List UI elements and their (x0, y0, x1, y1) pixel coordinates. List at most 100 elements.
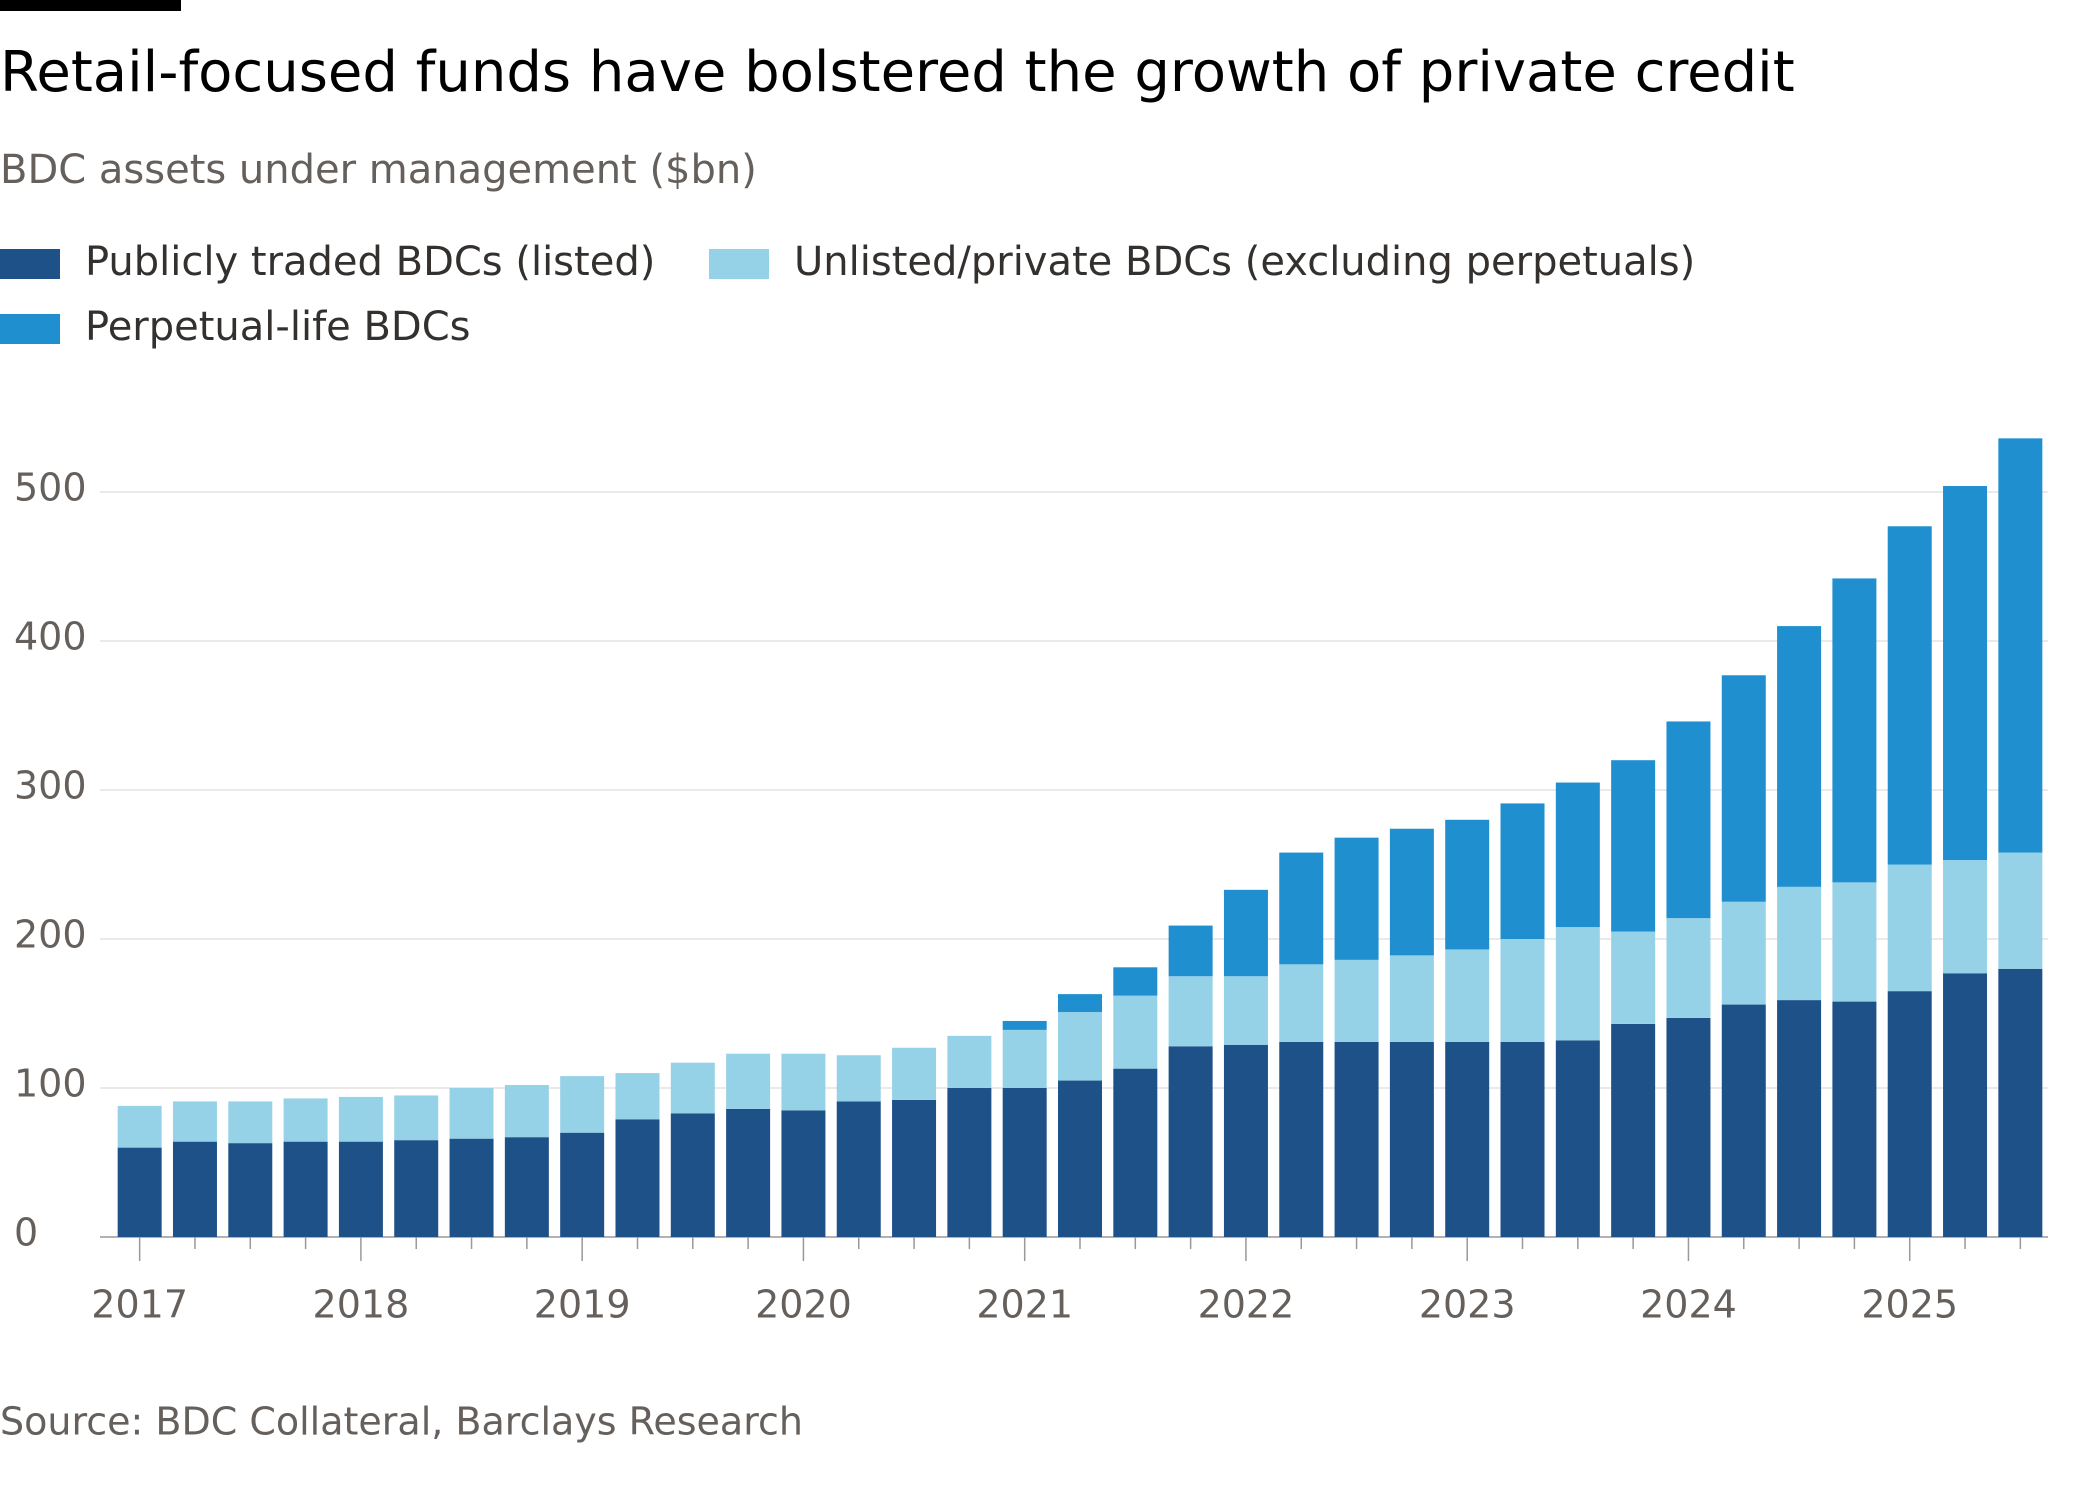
y-tick-label: 100 (14, 1062, 87, 1106)
y-tick-label: 200 (14, 913, 87, 957)
bar-segment (560, 1076, 605, 1133)
bar-segment (560, 1132, 605, 1237)
bar-segment (1887, 991, 1932, 1237)
legend-label: Publicly traded BDCs (listed) (85, 239, 655, 285)
bar-segment (1998, 438, 2043, 853)
bar-segment (1223, 889, 1268, 977)
bar-segment (947, 1035, 992, 1088)
bar-segment (283, 1098, 328, 1142)
bar-segment (1058, 994, 1102, 1013)
bar-segment (1777, 626, 1822, 887)
bar-segment (726, 1053, 771, 1109)
legend-swatch (709, 249, 769, 279)
bar-segment (1279, 1041, 1324, 1237)
bar-segment (670, 1062, 715, 1114)
bar-segment (947, 1088, 992, 1237)
bar-segment (1611, 931, 1656, 1024)
bar-segment (1555, 927, 1600, 1041)
bar-segment (1666, 1017, 1711, 1237)
bar-segment (1777, 886, 1822, 1001)
bar-segment (1832, 1001, 1877, 1237)
bar-segment (1279, 852, 1324, 965)
legend-swatch (0, 314, 60, 344)
bar-segment (172, 1141, 217, 1237)
bar-segment (1943, 973, 1988, 1237)
bar-segment (892, 1047, 937, 1100)
bar-segment (1445, 949, 1490, 1042)
bar-segment (1998, 968, 2043, 1237)
bar-segment (1002, 1020, 1047, 1030)
bar-segment (228, 1143, 273, 1237)
x-tick-label: 2025 (1861, 1283, 1958, 1327)
bar-segment (670, 1113, 715, 1237)
bar-segment (1113, 1068, 1158, 1237)
bar-segment (726, 1108, 771, 1237)
bar-segment (117, 1147, 162, 1237)
bar-segment (781, 1110, 826, 1237)
bar-segment (1832, 882, 1877, 1002)
source: Source: BDC Collateral, Barclays Researc… (0, 1400, 803, 1444)
bar-segment (1666, 721, 1711, 919)
bar-segment (1058, 1080, 1102, 1237)
bar-segment (1223, 976, 1268, 1045)
bar-segment (449, 1138, 494, 1237)
bar-segment (1389, 955, 1434, 1042)
bar-segment (1334, 837, 1379, 960)
bar-segment (1666, 918, 1711, 1018)
bar-segment (338, 1141, 383, 1237)
bar-segment (1002, 1088, 1047, 1237)
bar-segment (892, 1099, 937, 1237)
bar-segment (1445, 1041, 1490, 1237)
bar-segment (1113, 967, 1158, 996)
bar-segment (1389, 828, 1434, 956)
bar-segment (1721, 1004, 1766, 1237)
bar-segment (1611, 1023, 1656, 1237)
x-tick-label: 2024 (1640, 1283, 1737, 1327)
bar-segment (1334, 959, 1379, 1042)
bar-segment (615, 1119, 660, 1237)
x-tick-label: 2022 (1198, 1283, 1295, 1327)
bar-segment (504, 1137, 549, 1237)
bar-segment (615, 1073, 660, 1120)
bar-segment (1500, 939, 1545, 1042)
bar-segment (283, 1141, 328, 1237)
bar-segment (228, 1101, 273, 1144)
bar-segment (172, 1101, 217, 1142)
bar-segment (504, 1085, 549, 1138)
bar-segment (1500, 803, 1545, 939)
bar-segment (1555, 782, 1600, 928)
x-tick-label: 2023 (1419, 1283, 1516, 1327)
bar-segment (1500, 1041, 1545, 1237)
bar-segment (836, 1101, 881, 1237)
bar-segment (394, 1095, 439, 1141)
bar-segment (1943, 860, 1988, 974)
bar-segment (1943, 486, 1988, 861)
x-tick-label: 2020 (755, 1283, 852, 1327)
bar-segment (836, 1055, 881, 1102)
x-tick-label: 2021 (976, 1283, 1073, 1327)
y-tick-label: 0 (14, 1211, 38, 1255)
bar-segment (1058, 1012, 1102, 1081)
bar-segment (394, 1140, 439, 1237)
bar-segment (781, 1053, 826, 1111)
bar-segment (1445, 819, 1490, 950)
chart-title: Retail-focused funds have bolstered the … (0, 40, 1795, 105)
bar-segment (1721, 675, 1766, 902)
bar-segment (1777, 1000, 1822, 1237)
bar-segment (1832, 578, 1877, 883)
top-bar (0, 0, 181, 11)
bar-segment (1887, 526, 1932, 865)
bar-segment (117, 1105, 162, 1148)
bar-segment (1279, 964, 1324, 1042)
y-tick-label: 400 (14, 615, 87, 659)
bar-segment (1389, 1041, 1434, 1237)
bar-segment (1168, 1046, 1213, 1237)
bar-segment (1721, 901, 1766, 1005)
bar-segment (1887, 864, 1932, 992)
bar-segment (1611, 760, 1656, 932)
chart-subtitle: BDC assets under management ($bn) (0, 147, 757, 193)
x-tick-label: 2017 (91, 1283, 188, 1327)
bar-segment (1334, 1041, 1379, 1237)
